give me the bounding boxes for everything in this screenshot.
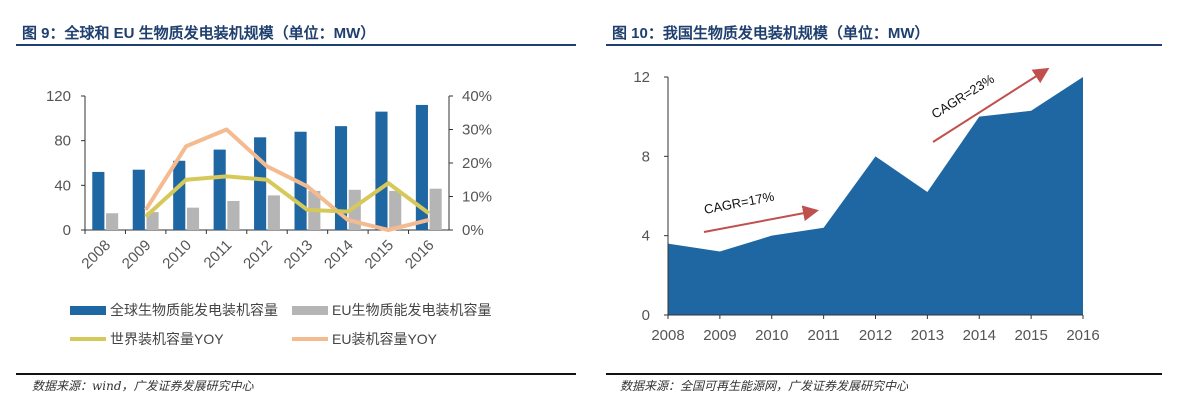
legend-item-world-yoy: 世界装机容量YOY (70, 329, 224, 349)
x-tick-label: 2008 (78, 237, 114, 273)
x-tick-label: 2012 (859, 327, 892, 344)
bar-eu (227, 200, 240, 230)
legend-label: 世界装机容量YOY (110, 331, 224, 347)
x-tick-label: 2010 (159, 237, 195, 273)
left-source-rule (16, 373, 576, 375)
x-tick-label: 2015 (362, 237, 398, 273)
x-tick-label: 2015 (1014, 327, 1047, 344)
legend-label: 全球生物质能发电装机容量 (110, 302, 278, 318)
bar-global (213, 149, 226, 230)
x-tick-label: 2009 (703, 327, 736, 344)
bar-global (415, 104, 428, 230)
bar-eu (146, 212, 159, 230)
x-tick-label: 2014 (963, 327, 996, 344)
legend-item-global-bar: 全球生物质能发电装机容量 (70, 300, 278, 320)
bar-eu (267, 195, 280, 230)
bar-global (375, 111, 388, 230)
left-title-rule (16, 44, 576, 46)
y-tick-label: 40 (54, 177, 71, 194)
line-world-yoy (144, 174, 430, 219)
bar-eu (429, 188, 442, 230)
y2-tick-label: 20% (462, 155, 492, 172)
legend-swatch (292, 305, 328, 315)
legend-swatch (70, 337, 106, 341)
bar-global (132, 169, 145, 230)
right-source: 数据来源：全国可再生能源网，广发证券发展研究中心 (620, 379, 909, 393)
x-tick-label: 2012 (240, 237, 276, 273)
y2-tick-label: 30% (462, 122, 492, 139)
bar-global (334, 126, 348, 230)
y2-tick-label: 40% (462, 88, 492, 105)
x-tick-label: 2008 (651, 327, 684, 344)
legend-label: EU装机容量YOY (332, 331, 438, 347)
bar-global (92, 171, 105, 230)
y-tick-label: 4 (642, 228, 650, 245)
legend-swatch (292, 337, 328, 341)
right-title-rule (606, 44, 1162, 46)
bar-eu (186, 207, 200, 230)
right-chart-title: 图 10：我国生物质发电装机规模（单位：MW） (612, 25, 930, 42)
cagr-arrow-2 (932, 67, 1050, 143)
cagr-label-2: CAGR=23% (929, 71, 998, 122)
y-tick-label: 80 (54, 133, 71, 150)
y-tick-label: 12 (633, 69, 650, 86)
x-tick-label: 2011 (201, 237, 236, 272)
y-tick-label: 120 (46, 88, 71, 105)
x-tick-label: 2013 (281, 237, 317, 273)
right-source-rule (606, 373, 1162, 375)
legend-item-eu-yoy: EU装机容量YOY (292, 329, 437, 349)
legend-item-eu-bar: EU生物质能发电装机容量 (292, 300, 491, 320)
y-tick-label: 0 (63, 222, 71, 239)
cagr-arrow-1 (703, 205, 819, 233)
area-series (668, 77, 1083, 315)
y2-tick-label: 10% (462, 189, 492, 206)
y-tick-label: 0 (642, 307, 650, 324)
line-eu-yoy (143, 127, 430, 232)
x-tick-label: 2013 (911, 327, 944, 344)
bar-eu (389, 190, 402, 230)
bar-eu (106, 213, 119, 230)
x-tick-label: 2016 (402, 237, 438, 273)
legend-label: EU生物质能发电装机容量 (332, 302, 492, 318)
y2-tick-label: 0% (462, 222, 484, 239)
bar-global (254, 137, 267, 230)
legend-swatch (70, 305, 106, 315)
x-tick-label: 2009 (119, 237, 155, 273)
x-tick-label: 2011 (807, 327, 839, 344)
left-source: 数据来源：wind，广发证券发展研究中心 (32, 379, 254, 393)
x-tick-label: 2014 (321, 237, 357, 273)
x-tick-label: 2010 (755, 327, 788, 344)
bar-global (173, 160, 186, 230)
x-tick-label: 2016 (1066, 327, 1099, 344)
left-chart-title: 图 9：全球和 EU 生物质发电装机规模（单位：MW） (22, 25, 376, 42)
cagr-label-1: CAGR=17% (703, 189, 776, 217)
y-tick-label: 8 (642, 148, 650, 165)
